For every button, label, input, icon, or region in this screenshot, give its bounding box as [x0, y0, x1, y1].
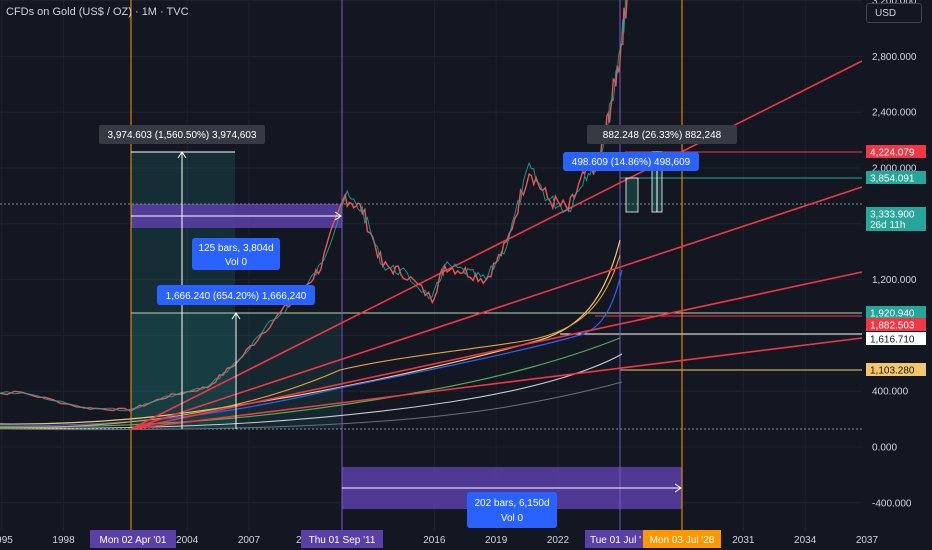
measure-label-top-right: 882.248 (26.33%) 882,248: [603, 130, 722, 141]
date-marker-2011-bg: [301, 530, 383, 548]
x-tick-label: 2007: [238, 535, 261, 546]
price-level-badge: [866, 145, 926, 158]
measure-label-mid-left-bg: [157, 285, 315, 305]
y-tick-label: 2,000.000: [872, 164, 917, 175]
price-level-label: 3,333.900: [870, 210, 915, 221]
time-axis-ticks: 1995 1998 2004 2007 2016 2019 2022 2031 2034 2037: [0, 535, 879, 546]
y-tick-label: 400.000: [872, 387, 909, 398]
x-tick-partial: 2: [296, 535, 302, 546]
x-tick-label: 1998: [52, 535, 75, 546]
price-level-label: 4,224.079: [870, 148, 915, 159]
ma-line-yellow: [0, 239, 621, 425]
x-tick-label: 2019: [485, 535, 508, 546]
x-tick-label: 2037: [856, 535, 879, 546]
price-level-badge: [866, 318, 926, 331]
price-level-badge: [866, 171, 926, 184]
x-tick-label: 2016: [423, 535, 446, 546]
date-marker-2011: Thu 01 Sep '11: [309, 535, 376, 546]
price-level-label: 1,882.503: [870, 321, 915, 332]
bars-label-bottom-line1: 202 bars, 6,150d: [474, 498, 549, 509]
chart-title: CFDs on Gold (US$ / OZ) · 1M · TVC: [6, 6, 189, 18]
bars-label-top-left-line1: 125 bars, 3,804d: [198, 243, 273, 254]
measure-label-mid-right-bg: [563, 152, 699, 171]
trendline-upper: [130, 186, 863, 430]
measure-label-top-left: 3,974.603 (1,560.50%) 3,974,603: [107, 130, 256, 141]
range-arrow-head-top: [334, 211, 342, 221]
price-level-badge: [866, 363, 926, 376]
price-level-countdown: 26d 11h: [870, 220, 905, 231]
measure-label-top-left-bg: [99, 125, 265, 144]
x-tick-label: 2022: [547, 535, 570, 546]
price-level-badge: [866, 306, 926, 319]
price-level-label: 1,616.710: [870, 335, 915, 346]
trendline-middle: [130, 271, 863, 430]
measure-label-mid-left: 1,666.240 (654.20%) 1,666,240: [166, 291, 307, 302]
date-marker-2001: Mon 02 Apr '01: [100, 535, 167, 546]
y-tick-label: 1,200.000: [872, 275, 917, 286]
price-level-label: 1,103.280: [870, 366, 915, 377]
x-tick-label: 2004: [176, 535, 199, 546]
y-tick-label: -400.000: [872, 498, 912, 509]
y-tick-label: 2,400.000: [872, 108, 917, 119]
bars-label-top-left-bg: [192, 238, 280, 270]
measure-label-mid-right: 498.609 (14.86%) 498,609: [572, 157, 691, 168]
price-level-badge: [866, 207, 926, 231]
price-axis-background[interactable]: [862, 0, 932, 550]
price-level-label: 3,854.091: [870, 174, 915, 185]
bars-label-bottom-line2: Vol 0: [501, 513, 524, 524]
trendline-lower: [130, 337, 863, 430]
range-arrow-head-bottom: [674, 483, 682, 493]
trendline-steep: [130, 60, 863, 430]
x-tick-label: 2034: [794, 535, 817, 546]
measure-arrow-head-mid-left: [231, 312, 241, 320]
y-tick-label: 2,800.000: [872, 52, 917, 63]
price-level-badge: [866, 332, 926, 345]
bars-label-top-left-line2: Vol 0: [225, 257, 248, 268]
date-marker-2028: Mon 03 Jul '28: [650, 535, 715, 546]
price-series-line-alt: [0, 0, 627, 412]
x-tick-label: 1995: [0, 535, 13, 546]
bars-label-bottom-bg: [467, 492, 557, 528]
date-marker-2001-bg: [90, 530, 176, 548]
date-marker-2028-bg: [643, 530, 721, 548]
date-marker-2025: Tue 01 Jul ': [590, 535, 641, 546]
y-tick-label: 0.000: [872, 443, 897, 454]
measure-box-right-small: [625, 177, 639, 213]
price-level-label: 1,920.940: [870, 309, 915, 320]
x-tick-label: 2031: [732, 535, 755, 546]
measure-label-top-right-bg: [587, 125, 737, 144]
ma-line-grey: [0, 381, 623, 431]
date-marker-2025-bg: [585, 530, 645, 548]
currency-selector[interactable]: USD: [866, 3, 922, 23]
